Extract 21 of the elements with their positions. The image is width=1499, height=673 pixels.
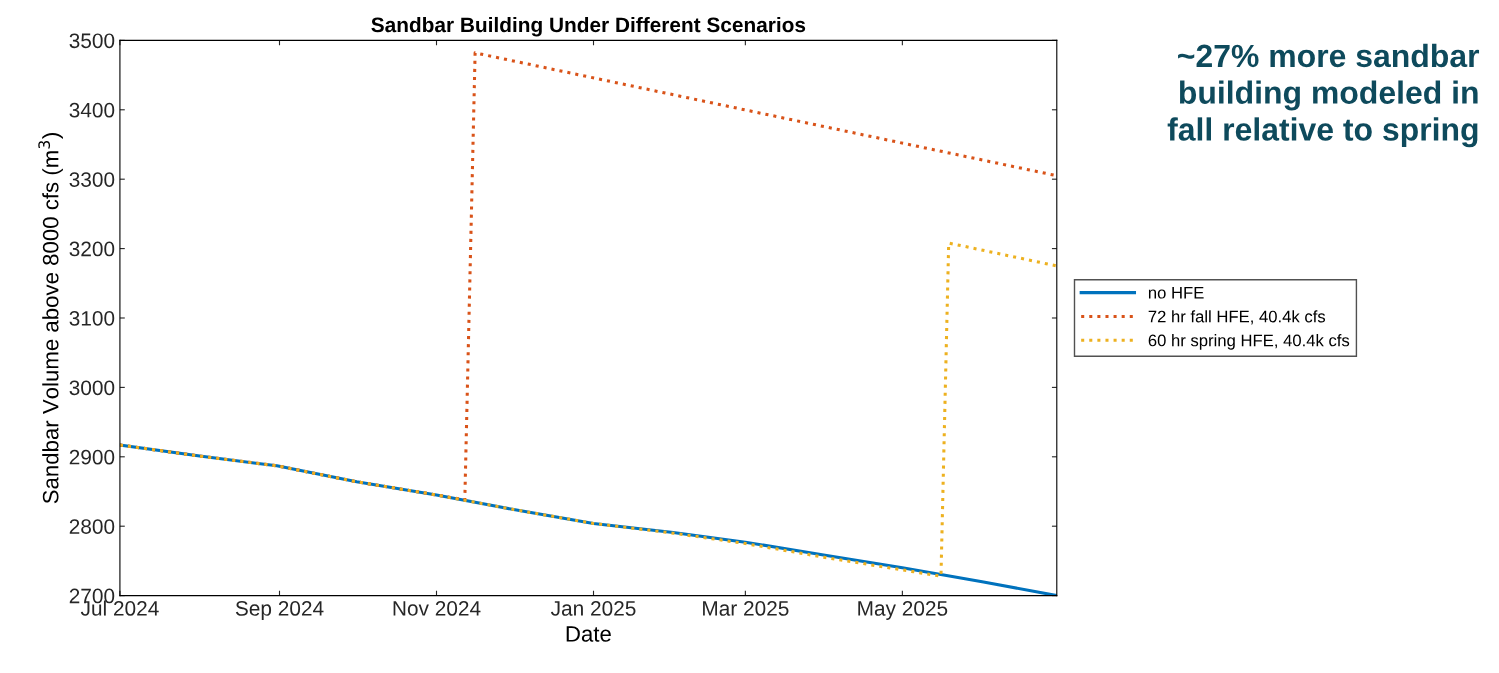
y-tick-label: 3000 [69,380,115,396]
legend-label: no HFE [1148,286,1204,299]
y-tick-label: 3300 [69,172,115,187]
line-series [119,241,1057,578]
x-tick-label: Nov 2024 [393,601,481,616]
x-axis-title: Date [566,626,611,642]
x-tick-label: Mar 2025 [703,601,789,616]
chart-title: Sandbar Building Under Different Scenarios [371,16,806,37]
y-tick-label: 3400 [69,102,115,118]
text: ~27% more sandbar building modeled in fall relative to spring [1167,43,1480,148]
y-axis-title: Sandbar Volume above 8000 cfs (m$^{3}$) [38,133,63,504]
x-tick-label: Sep 2024 [235,601,324,620]
y-tick-label: 3100 [69,310,115,326]
y-tick-label: 2800 [69,519,115,534]
y-tick-label: 3200 [69,241,115,257]
legend-label: 60 hr spring HFE, 40.4k cfs [1148,334,1350,350]
x-tick-label: Jan 2025 [550,601,636,616]
x-tick-label: May 2025 [858,601,948,620]
y-tick-label: 3500 [69,33,115,49]
legend-label: 72 hr fall HFE, 40.4k cfs [1148,310,1326,325]
y-tick-label: 2900 [69,449,115,465]
